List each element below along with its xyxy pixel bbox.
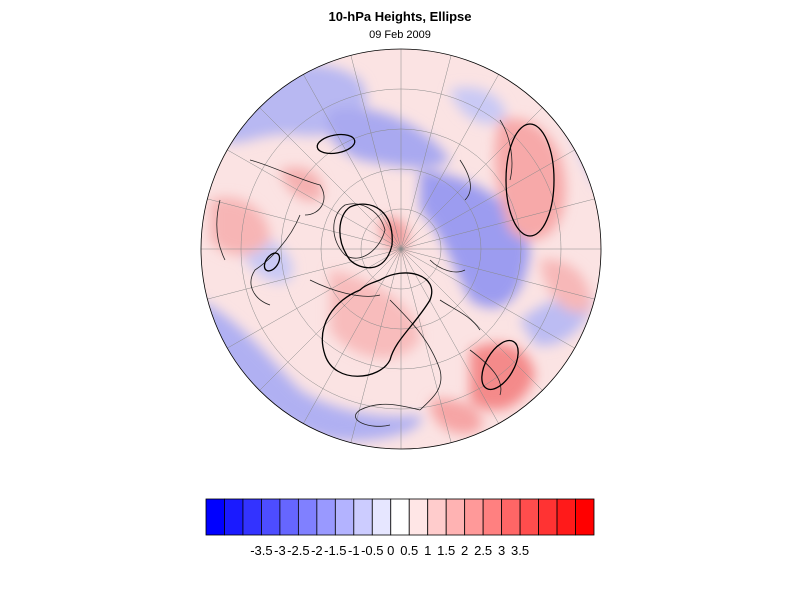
colorbar-tick-label: 0.5 [400, 543, 418, 558]
colorbar-tick-label: -1.5 [324, 543, 346, 558]
colorbar-tick-label: -3 [274, 543, 286, 558]
colorbar-swatch [371, 498, 392, 536]
colorbar-tick-label: -3.5 [250, 543, 272, 558]
colorbar-swatch [224, 498, 244, 536]
colorbar-tick-label: -0.5 [361, 543, 383, 558]
colorbar-swatch [482, 498, 503, 536]
graticule [201, 49, 601, 449]
colorbar-swatch [261, 498, 281, 536]
colorbar-swatch [575, 498, 595, 536]
colorbar-tick-label: 2.5 [474, 543, 492, 558]
colorbar-swatch [279, 498, 299, 536]
colorbar-swatch [205, 498, 225, 536]
map-date: 09 Feb 2009 [369, 29, 431, 41]
colorbar-tick-label: 1.5 [437, 543, 455, 558]
colorbar-tick-label: -1 [348, 543, 360, 558]
coastlines [216, 119, 513, 427]
colorbar-swatch [390, 498, 410, 536]
colorbar-swatch [519, 498, 539, 536]
colorbar-tick-label: 1 [424, 543, 431, 558]
colorbar-tick-label: -2 [311, 543, 323, 558]
colorbar-tick-label: 2 [461, 543, 468, 558]
anomaly-field [201, 49, 601, 449]
colorbar-swatch [353, 498, 373, 536]
colorbar-tick-label: 3.5 [511, 543, 529, 558]
colorbar-swatch [556, 498, 576, 536]
ellipse-contours [263, 123, 555, 391]
colorbar-swatch [334, 498, 355, 536]
colorbar-swatch [316, 498, 336, 536]
colorbar-tick-label: 0 [387, 543, 394, 558]
colorbar-swatch [408, 498, 429, 536]
colorbar-swatch [242, 498, 262, 536]
colorbar-swatch [297, 498, 318, 536]
map-boundary [200, 48, 602, 450]
colorbar-swatch [427, 498, 447, 536]
colorbar-swatch [464, 498, 484, 536]
map-title: 10-hPa Heights, Ellipse [328, 9, 472, 24]
colorbar-tick-label: 3 [498, 543, 505, 558]
colorbar-swatch [538, 498, 558, 536]
colorbar-swatch [445, 498, 466, 536]
colorbar-swatch [501, 498, 521, 536]
colorbar-tick-label: -2.5 [287, 543, 309, 558]
